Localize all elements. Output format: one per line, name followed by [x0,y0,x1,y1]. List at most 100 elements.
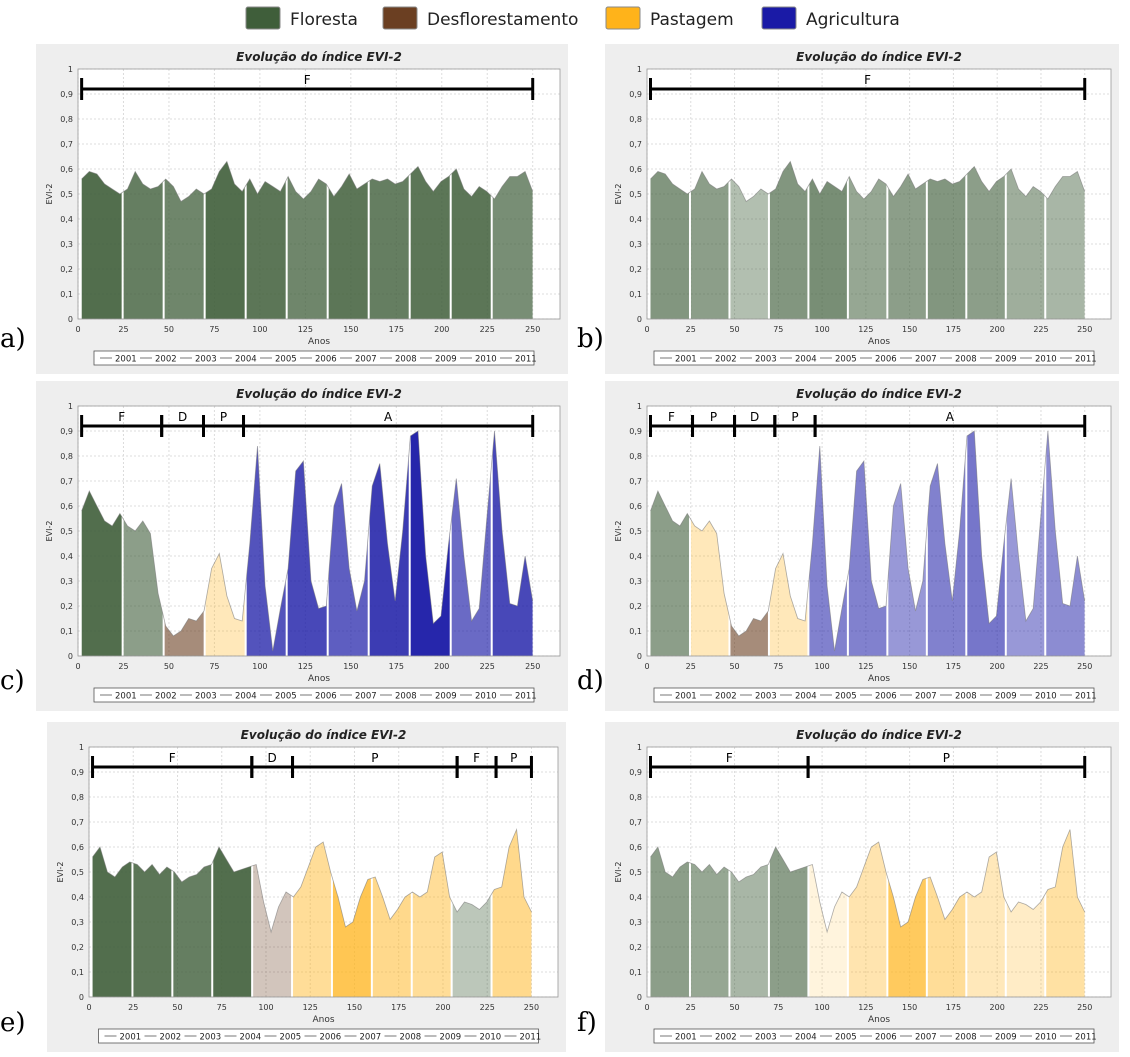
series-legend-label: 2004 [795,692,817,702]
plot-border [646,405,1112,657]
x-tick-label: 0 [644,1003,649,1012]
x-tick-label: 250 [525,325,540,334]
legend-entry-floresta: Floresta [245,6,358,30]
year-area-2002 [122,161,164,319]
series-legend-label: 2011 [515,355,537,365]
x-tick-label: 150 [902,325,917,334]
y-tick-label: 0,7 [629,818,642,827]
series-legend-item: 2010 [464,1033,502,1043]
x-tick-label: 75 [217,1003,227,1012]
x-tick-label: 225 [480,1003,495,1012]
y-tick-label: 0 [68,652,73,661]
panel-label: d) [577,666,604,696]
x-tick-label: 75 [209,662,219,671]
series-legend-label: 2003 [195,692,217,702]
y-tick-label: 0,6 [71,843,84,852]
y-tick-label: 0,9 [629,90,642,99]
series-legend-item: 2009 [980,1033,1017,1043]
series-legend-label: 2006 [320,1033,342,1043]
y-tick-label: 0 [637,315,642,324]
x-tick-label: 200 [990,325,1005,334]
series-legend-item: 2004 [780,355,817,365]
series-legend-item: 2006 [860,692,897,702]
segment-label: F [726,751,733,765]
series-legend-label: 2008 [955,692,977,702]
series-legend-label: 2010 [1035,692,1057,702]
series-legend-label: 2008 [395,692,417,702]
chart-title: Evolução do índice EVI-2 [236,387,402,401]
series-legend-item: 2009 [980,355,1017,365]
series-legend-item: 2003 [180,355,217,365]
series-legend-item: 2006 [860,1033,897,1043]
series-legend-label: 2009 [435,692,457,702]
segment-label: P [791,410,798,424]
series-legend-label: 2006 [315,692,337,702]
y-tick-label: 1 [637,402,642,411]
series-legend-item: 2005 [260,692,297,702]
series-legend-item: 2005 [264,1033,301,1043]
x-tick-label: 200 [434,325,449,334]
x-tick-label: 50 [729,1003,739,1012]
segment-label: F [668,410,675,424]
series-legend-item: 2007 [900,692,937,702]
series-legend-label: 2004 [240,1033,262,1043]
x-tick-label: 50 [164,325,174,334]
y-tick-label: 0,6 [629,165,642,174]
series-legend-item: 2005 [820,692,857,702]
evi-chart-1: Evolução do índice EVI-2 0 0,1 0,2 0,3 0,4 0,5… [605,44,1119,374]
series-legend-label: 2002 [155,692,177,702]
y-tick-label: 0,4 [629,552,642,561]
series-legend-label: 2010 [480,1033,502,1043]
x-tick-label: 200 [990,662,1005,671]
series-legend-label: 2006 [315,355,337,365]
series-legend-item: 2003 [740,1033,777,1043]
y-tick-label: 0,4 [629,893,642,902]
x-tick-label: 125 [298,325,313,334]
series-legend-item: 2008 [940,692,977,702]
x-tick-label: 175 [389,325,404,334]
y-tick-label: 1 [68,402,73,411]
x-tick-label: 225 [480,325,495,334]
y-tick-label: 0,3 [60,240,73,249]
y-tick-label: 0 [637,993,642,1002]
series-legend-label: 2006 [875,692,897,702]
y-tick-label: 0,2 [71,943,84,952]
y-tick-label: 0,4 [60,215,73,224]
series-legend-box [93,350,535,366]
x-tick-label: 150 [902,1003,917,1012]
panel-label: b) [577,324,604,354]
series-legend-label: 2009 [995,355,1017,365]
series-legend-box [93,687,535,703]
series-legend-item: 2002 [140,692,177,702]
series-legend-item: 2002 [700,1033,737,1043]
x-axis-label: Anos [308,337,330,347]
segment-label: P [220,410,227,424]
chart-title: Evolução do índice EVI-2 [796,50,962,64]
x-tick-label: 100 [252,325,267,334]
series-legend-label: 2007 [915,1033,937,1043]
series-legend-item: 2004 [780,692,817,702]
series-legend-item: 2010 [460,692,497,702]
y-axis-label: EVI-2 [614,184,623,205]
x-tick-label: 50 [172,1003,182,1012]
series-legend-item: 2001 [660,1033,697,1043]
y-axis-label: EVI-2 [614,521,623,542]
y-tick-label: 0 [637,652,642,661]
series-legend-label: 2002 [155,355,177,365]
y-tick-label: 0,9 [629,768,642,777]
legend-swatch [761,6,797,30]
legend-label: Pastagem [650,10,734,30]
y-tick-label: 0,8 [629,115,642,124]
chart-title: Evolução do índice EVI-2 [236,50,402,64]
x-tick-label: 225 [480,662,495,671]
series-legend-item: 2006 [300,692,337,702]
series-legend-label: 2010 [1035,1033,1057,1043]
series-legend-item: 2008 [380,692,417,702]
x-tick-label: 125 [303,1003,318,1012]
series-legend-item: 2002 [140,355,177,365]
series-legend-item: 2005 [260,355,297,365]
y-axis-label: EVI-2 [45,184,54,205]
y-tick-label: 0,7 [60,140,73,149]
series-legend-label: 2009 [995,1033,1017,1043]
y-tick-label: 0,7 [60,477,73,486]
